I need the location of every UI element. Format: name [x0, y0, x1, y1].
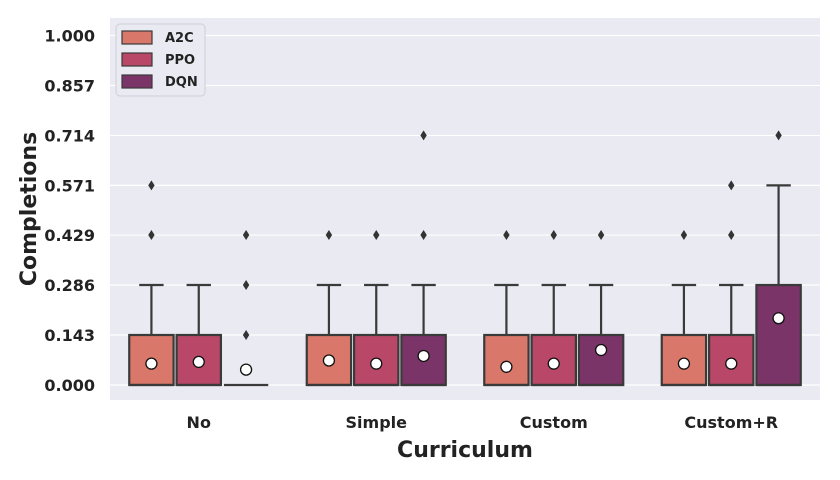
box-dqn-0: [223, 230, 269, 387]
mean-marker: [547, 357, 560, 370]
mean-marker: [192, 355, 205, 369]
x-tick-labels: No Simple Custom Custom+R: [187, 413, 779, 432]
box-groups: [128, 130, 802, 387]
mean-marker: [145, 357, 158, 370]
mean-marker: [772, 312, 785, 325]
box-a2c-1: [305, 230, 353, 387]
outlier-point: [420, 130, 427, 141]
outlier-point: [242, 329, 250, 340]
box-a2c-0: [128, 180, 175, 387]
box: [483, 333, 530, 387]
box-ppo-1: [352, 230, 400, 387]
mean-marker: [725, 357, 738, 370]
box: [577, 333, 625, 387]
x-tick-label: Custom: [520, 413, 588, 432]
mean-marker: [594, 343, 608, 357]
y-tick-label: 0.571: [44, 176, 95, 195]
legend-label-ppo: PPO: [165, 53, 195, 68]
box-ppo-3: [707, 180, 755, 387]
outlier-point: [597, 230, 605, 241]
box-a2c-2: [483, 230, 530, 387]
y-tick-label: 0.857: [44, 76, 95, 95]
x-tick-label: Simple: [346, 413, 408, 432]
outlier-point: [550, 230, 557, 241]
mean-marker: [239, 363, 253, 376]
outlier-point: [148, 230, 155, 241]
outlier-point: [775, 130, 782, 141]
y-tick-label: 0.429: [44, 226, 95, 245]
legend-label-a2c: A2C: [165, 31, 194, 46]
y-tick-labels: 0.000 0.143 0.286 0.429 0.571 0.714 0.857 1.000: [44, 26, 95, 394]
x-axis-title: Curriculum: [397, 438, 533, 463]
outlier-point: [728, 180, 735, 191]
x-tick-label: No: [187, 413, 211, 432]
outlier-point: [325, 230, 333, 241]
y-axis-title: Completions: [17, 132, 42, 286]
box-dqn-3: [755, 130, 802, 387]
y-tick-label: 0.143: [44, 326, 95, 345]
y-tick-label: 0.286: [44, 276, 95, 295]
outlier-point: [728, 230, 735, 241]
mean-marker: [370, 357, 383, 370]
mean-marker: [322, 354, 336, 367]
outlier-point: [148, 180, 155, 191]
outlier-point: [242, 280, 250, 291]
y-tick-label: 1.000: [44, 26, 95, 45]
box: [755, 283, 802, 387]
box-a2c-3: [660, 230, 708, 387]
legend-swatch-dqn: [121, 74, 153, 89]
mean-marker: [677, 357, 691, 370]
box-ppo-2: [530, 230, 578, 387]
mean-marker: [417, 349, 430, 363]
box-ppo-0: [175, 283, 223, 387]
legend: A2C PPO DQN: [115, 23, 206, 97]
outlier-point: [373, 230, 380, 241]
x-tick-label: Custom+R: [684, 413, 778, 432]
y-tick-label: 0.000: [44, 376, 95, 395]
outlier-point: [242, 230, 250, 241]
outlier-point: [680, 230, 688, 241]
mean-marker: [500, 360, 513, 373]
outlier-point: [420, 230, 427, 241]
outlier-point: [503, 230, 510, 241]
legend-swatch-ppo: [121, 52, 153, 67]
legend-swatch-a2c: [121, 30, 153, 45]
box-dqn-2: [577, 230, 625, 387]
y-tick-label: 0.714: [44, 126, 95, 145]
box-dqn-1: [400, 130, 447, 387]
legend-label-dqn: DQN: [165, 75, 198, 90]
